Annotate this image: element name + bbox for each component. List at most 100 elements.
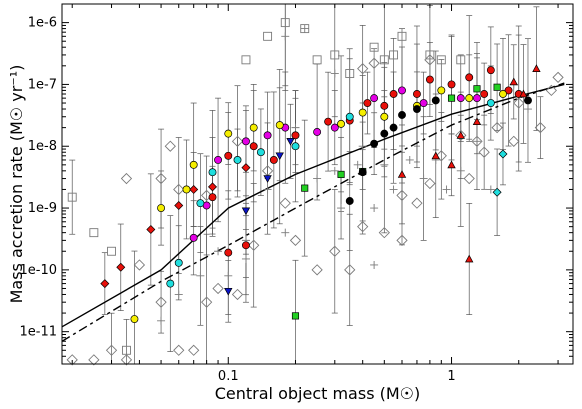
open-grey-square-point bbox=[241, 55, 251, 65]
x-tick-label: 0.1 bbox=[218, 369, 239, 384]
cyan-circle-point bbox=[291, 142, 300, 151]
open-grey-diamond-point bbox=[357, 63, 369, 75]
open-grey-square-point bbox=[345, 69, 355, 78]
black-circle-point bbox=[370, 139, 379, 148]
yellow-circle-point bbox=[130, 315, 139, 324]
magenta-circle-point bbox=[456, 94, 465, 103]
grey-plus-point bbox=[291, 123, 300, 132]
red-diamond-point bbox=[189, 184, 199, 194]
grey-plus-point bbox=[281, 32, 290, 41]
open-grey-diamond-point bbox=[279, 197, 291, 209]
fit-lines-layer bbox=[61, 82, 565, 342]
yellow-circle-point bbox=[224, 129, 233, 138]
open-grey-square-point bbox=[379, 55, 389, 65]
yellow-circle-point bbox=[249, 123, 258, 132]
grey-plus-point bbox=[224, 271, 233, 280]
fit-line-solid bbox=[61, 83, 565, 328]
open-grey-diamond-point bbox=[396, 234, 408, 247]
grey-plus-point bbox=[330, 166, 339, 175]
grey-plus-point bbox=[241, 254, 250, 263]
blue-triangle-down-point bbox=[275, 152, 284, 161]
black-circle-point bbox=[524, 96, 532, 105]
open-grey-diamond-point bbox=[188, 344, 200, 356]
black-circle-point bbox=[380, 129, 389, 138]
open-grey-square-point bbox=[263, 31, 273, 41]
magenta-circle-point bbox=[473, 94, 481, 103]
open-grey-diamond-point bbox=[396, 189, 408, 202]
error-bars-layer bbox=[69, 3, 544, 365]
open-grey-square-point bbox=[425, 50, 435, 60]
red-circle-point bbox=[486, 66, 495, 75]
red-diamond-point bbox=[174, 200, 184, 210]
open-grey-diamond-point bbox=[120, 354, 133, 366]
grey-plus-point bbox=[486, 185, 495, 194]
open-grey-diamond-point bbox=[66, 354, 78, 366]
x-axis-label: Central object mass (M☉) bbox=[215, 384, 421, 403]
open-grey-diamond-point bbox=[120, 172, 133, 185]
grey-plus-point bbox=[353, 160, 362, 169]
magenta-circle-point bbox=[313, 128, 322, 136]
magenta-circle-point bbox=[330, 123, 339, 132]
open-grey-diamond-point bbox=[173, 344, 185, 356]
cyan-circle-point bbox=[208, 168, 217, 177]
cyan-circle-point bbox=[345, 112, 354, 121]
black-circle-point bbox=[412, 105, 421, 113]
yellow-circle-point bbox=[182, 185, 191, 194]
red-triangle-up-point bbox=[519, 89, 528, 98]
grey-plus-point bbox=[263, 185, 272, 194]
y-axis-label: Mass accretion rate (M☉ yr⁻¹) bbox=[7, 65, 26, 304]
grey-plus-point bbox=[214, 247, 223, 256]
open-grey-square-point bbox=[456, 55, 466, 65]
grey-plus-point bbox=[174, 290, 183, 299]
black-circle-point bbox=[389, 123, 398, 132]
cyan-circle-point bbox=[233, 155, 242, 164]
grey-plus-point bbox=[472, 137, 481, 146]
open-grey-square-point bbox=[122, 345, 131, 355]
yellow-circle-point bbox=[465, 94, 474, 103]
open-grey-diamond-point bbox=[248, 239, 260, 251]
grey-plus-point bbox=[337, 204, 346, 213]
magenta-circle-point bbox=[241, 137, 250, 146]
red-diamond-point bbox=[116, 262, 126, 272]
red-circle-point bbox=[208, 193, 217, 202]
green-square-point bbox=[447, 94, 456, 102]
open-grey-diamond-point bbox=[173, 183, 185, 196]
y-tick-label: 1e-8 bbox=[28, 139, 57, 154]
red-diamond-point bbox=[208, 182, 218, 192]
red-circle-point bbox=[389, 90, 398, 98]
open-grey-square-point bbox=[330, 50, 340, 60]
open-grey-square-point bbox=[389, 50, 399, 60]
red-circle-point bbox=[291, 131, 300, 140]
red-triangle-up-point bbox=[397, 170, 407, 178]
green-square-point bbox=[493, 83, 501, 91]
grey-plus-point bbox=[419, 174, 428, 183]
grey-plus-point bbox=[358, 142, 367, 151]
grey-plus-point bbox=[389, 185, 398, 194]
red-triangle-up-point bbox=[447, 160, 456, 169]
red-circle-point bbox=[224, 151, 233, 160]
open-grey-diamond-point bbox=[545, 84, 558, 97]
magenta-circle-point bbox=[419, 99, 428, 107]
yellow-circle-point bbox=[358, 108, 367, 117]
red-triangle-up-point bbox=[465, 254, 474, 263]
red-triangle-up-point bbox=[532, 64, 541, 72]
yellow-circle-point bbox=[337, 119, 345, 128]
open-grey-diamond-point bbox=[329, 245, 341, 257]
cyan-circle-point bbox=[196, 199, 205, 208]
yellow-circle-point bbox=[189, 160, 198, 169]
y-tick-label: 1e-9 bbox=[28, 201, 57, 216]
red-circle-point bbox=[412, 90, 421, 98]
cyan-diamond-point bbox=[498, 149, 508, 159]
green-square-point bbox=[291, 312, 300, 320]
red-diamond-point bbox=[241, 163, 251, 173]
y-tick-label: 1e-7 bbox=[28, 77, 57, 92]
grey-plus-point bbox=[313, 174, 322, 183]
magenta-circle-point bbox=[189, 233, 198, 242]
grey-plus-point bbox=[157, 316, 166, 325]
cyan-circle-point bbox=[486, 99, 495, 107]
black-circle-point bbox=[358, 168, 367, 177]
grey-plus-point bbox=[405, 155, 414, 164]
magenta-circle-point bbox=[370, 94, 379, 103]
red-triangle-up-point bbox=[509, 77, 518, 86]
